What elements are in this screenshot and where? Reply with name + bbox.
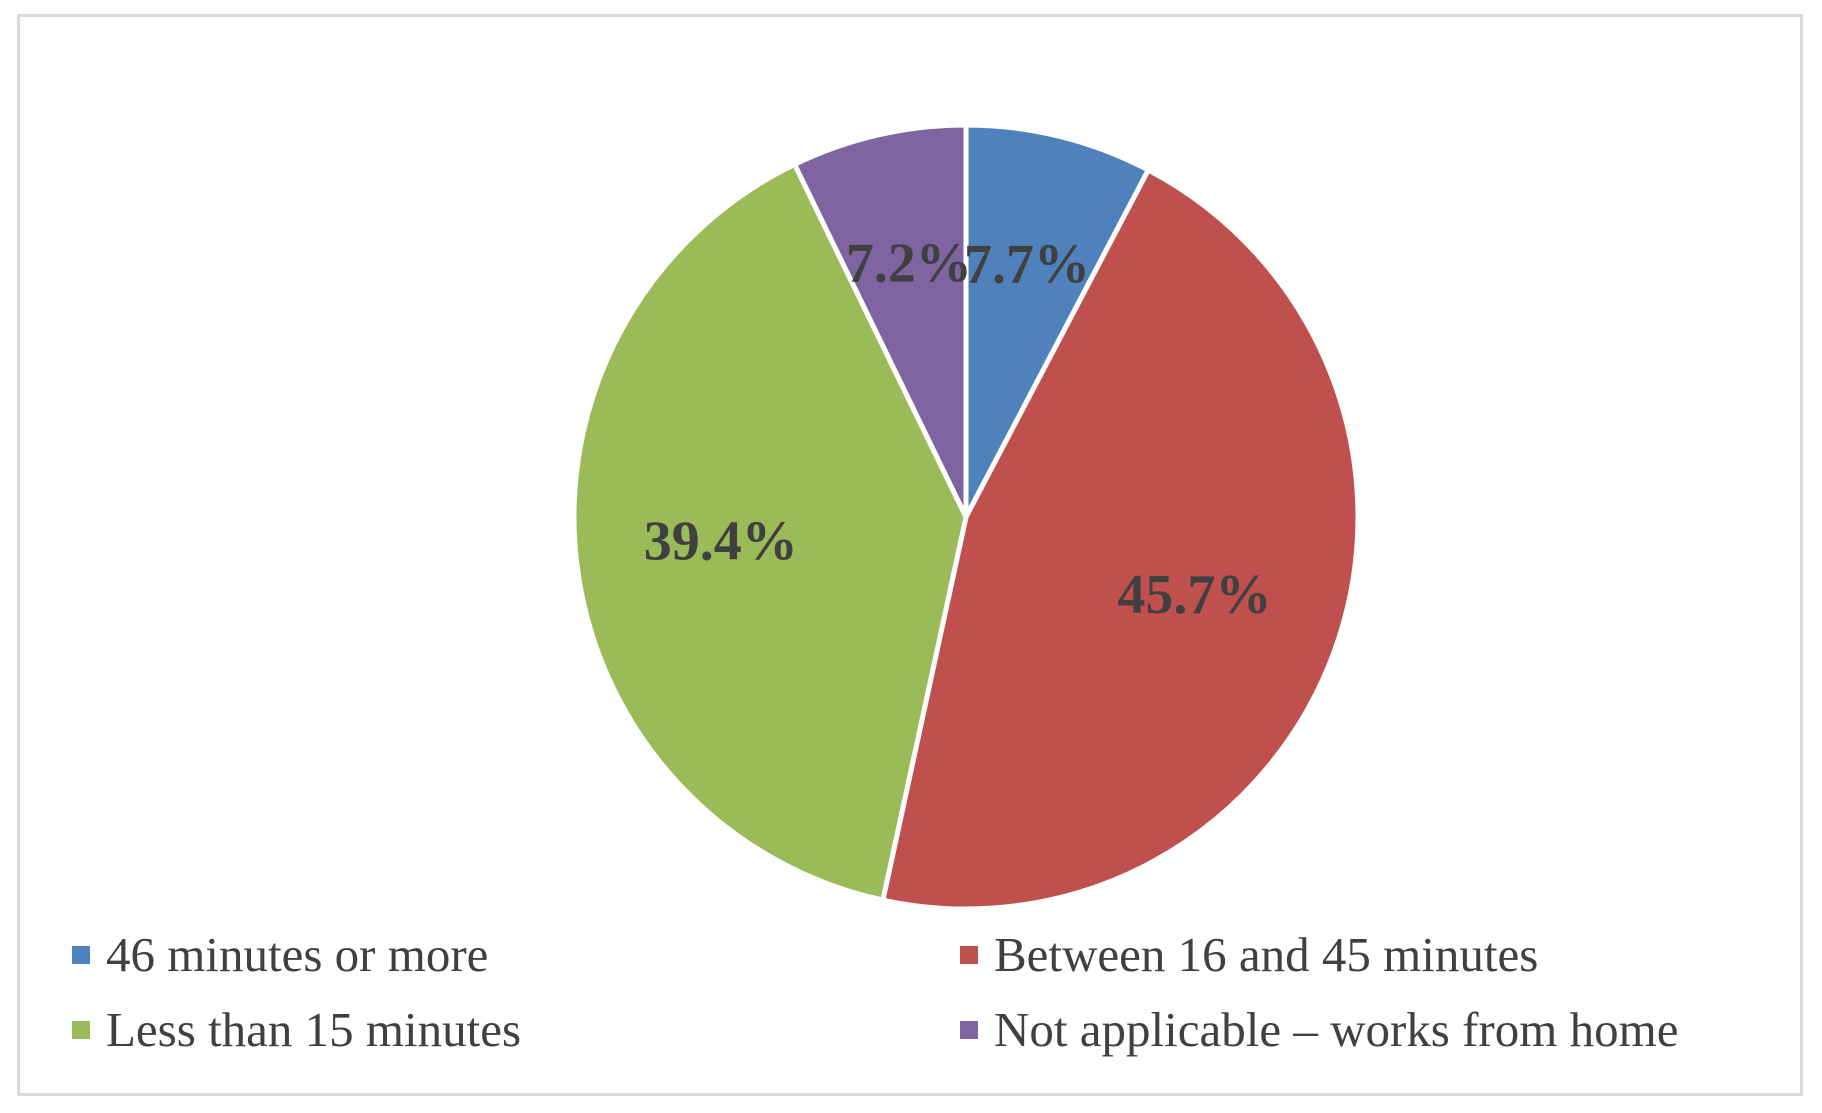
legend-swatch	[72, 945, 90, 964]
slice-46-min-or-more	[963, 122, 1151, 520]
legend-item-less-than-15-min: Less than 15 minutes	[72, 1005, 521, 1054]
legend-item-16-to-45-min: Between 16 and 45 minutes	[960, 930, 1538, 979]
data-label-works-from-home: 7.2%	[846, 233, 972, 295]
legend-label: 46 minutes or more	[106, 927, 489, 982]
pie-data-labels: 7.7% 45.7% 39.4% 7.2%	[644, 233, 1272, 626]
legend-item-46-min-or-more: 46 minutes or more	[72, 930, 488, 979]
data-label-less-than-15-min: 39.4%	[644, 510, 798, 572]
legend-swatch	[960, 945, 978, 964]
legend-label: Not applicable – works from home	[994, 1002, 1679, 1057]
legend-swatch	[72, 1020, 90, 1039]
pie-slices	[571, 122, 1361, 912]
slice-works-from-home	[792, 122, 969, 520]
legend-label: Between 16 and 45 minutes	[994, 927, 1539, 982]
legend-label: Less than 15 minutes	[106, 1002, 522, 1057]
slice-16-to-45-min	[880, 167, 1361, 912]
data-label-46-min-or-more: 7.7%	[964, 233, 1090, 295]
legend-swatch	[960, 1020, 978, 1039]
legend-item-works-from-home: Not applicable – works from home	[960, 1005, 1678, 1054]
slice-less-than-15-min	[571, 161, 969, 903]
data-label-16-to-45-min: 45.7%	[1117, 564, 1271, 626]
